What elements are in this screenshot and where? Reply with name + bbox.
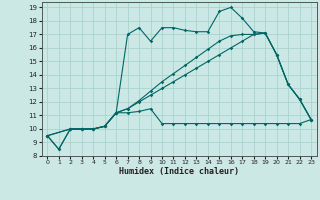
X-axis label: Humidex (Indice chaleur): Humidex (Indice chaleur) xyxy=(119,167,239,176)
